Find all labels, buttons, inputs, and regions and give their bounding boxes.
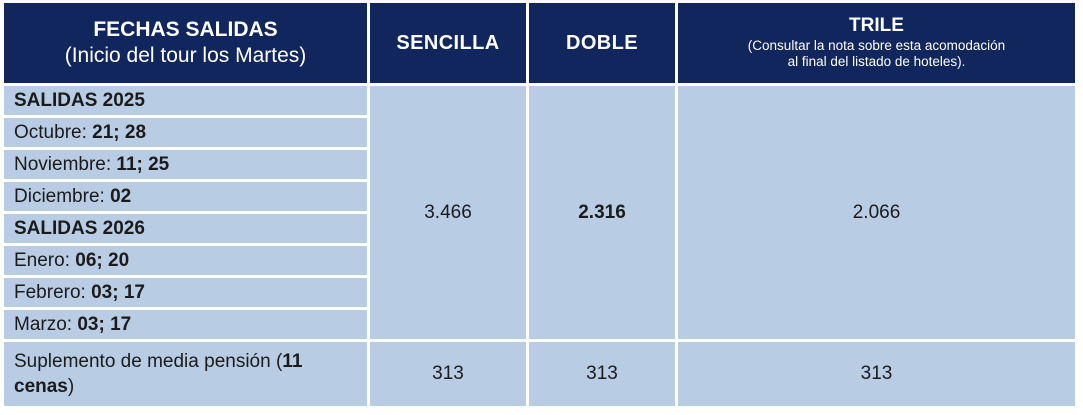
date-text-bold: 03; 17	[77, 313, 132, 335]
date-cell: Octubre: 21; 28	[4, 118, 367, 147]
date-row-enero: Enero: 06; 20	[4, 246, 1075, 275]
date-text-bold: SALIDAS 2026	[14, 217, 145, 239]
date-text: Octubre:	[14, 121, 93, 143]
supplement-text: Suplemento de media pensión (	[14, 351, 283, 372]
date-cell: Marzo: 03; 17	[4, 310, 367, 339]
date-text: Febrero:	[14, 281, 92, 303]
date-text-bold: 03; 17	[91, 281, 145, 303]
header-trile: TRILE (Consultar la nota sobre esta acom…	[678, 3, 1075, 83]
header-doble: DOBLE	[529, 3, 675, 83]
date-row-salidas-2026: SALIDAS 2026	[4, 214, 1075, 243]
price-doble: 2.316	[529, 86, 675, 339]
date-cell: Febrero: 03; 17	[4, 278, 367, 307]
date-row-febrero: Febrero: 03; 17	[4, 278, 1075, 307]
price-sencilla: 3.466	[370, 86, 526, 339]
date-text-bold: SALIDAS 2025	[14, 89, 145, 111]
date-row-salidas-2025: SALIDAS 2025 3.466 2.316 2.066	[4, 86, 1075, 339]
date-row-noviembre: Noviembre: 11; 25	[4, 150, 1075, 179]
header-fechas-salidas: FECHAS SALIDAS (Inicio del tour los Mart…	[4, 3, 367, 83]
supplement-price-trile: 313	[678, 342, 1075, 406]
supplement-row: Suplemento de media pensión (11 cenas) 3…	[4, 342, 1075, 406]
header-fechas-title: FECHAS SALIDAS	[93, 17, 278, 41]
date-row-marzo: Marzo: 03; 17	[4, 310, 1075, 339]
header-fechas-subtitle: (Inicio del tour los Martes)	[64, 44, 307, 67]
supplement-text-bold: 11 cenas	[14, 351, 303, 397]
supplement-price-sencilla: 313	[370, 342, 526, 406]
supplement-text-suffix: )	[67, 376, 75, 397]
date-text-bold: 11; 25	[116, 153, 170, 175]
price-trile: 2.066	[678, 86, 1075, 339]
date-text: Marzo:	[14, 313, 78, 335]
date-row-octubre: Octubre: 21; 28	[4, 118, 1075, 147]
date-text-bold: 02	[110, 185, 132, 207]
date-text: Diciembre:	[14, 185, 111, 207]
date-text: Noviembre:	[14, 153, 117, 175]
supplement-price-doble: 313	[529, 342, 675, 406]
date-cell: SALIDAS 2026	[4, 214, 367, 243]
date-cell: Diciembre: 02	[4, 182, 367, 211]
header-trile-note-line2: al final del listado de hoteles).	[787, 54, 966, 70]
date-cell: SALIDAS 2025	[4, 86, 367, 115]
header-row: FECHAS SALIDAS (Inicio del tour los Mart…	[4, 3, 1075, 83]
date-text-bold: 06; 20	[75, 249, 130, 271]
header-sencilla: SENCILLA	[370, 3, 526, 83]
date-cell: Enero: 06; 20	[4, 246, 367, 275]
date-cell: Noviembre: 11; 25	[4, 150, 367, 179]
supplement-label: Suplemento de media pensión (11 cenas)	[4, 342, 367, 406]
date-text-bold: 21; 28	[92, 121, 147, 143]
date-text: Enero:	[14, 249, 76, 271]
date-row-diciembre: Diciembre: 02	[4, 182, 1075, 211]
header-trile-title: TRILE	[849, 15, 904, 37]
header-trile-note-line1: (Consultar la nota sobre esta acomodació…	[747, 37, 1006, 53]
